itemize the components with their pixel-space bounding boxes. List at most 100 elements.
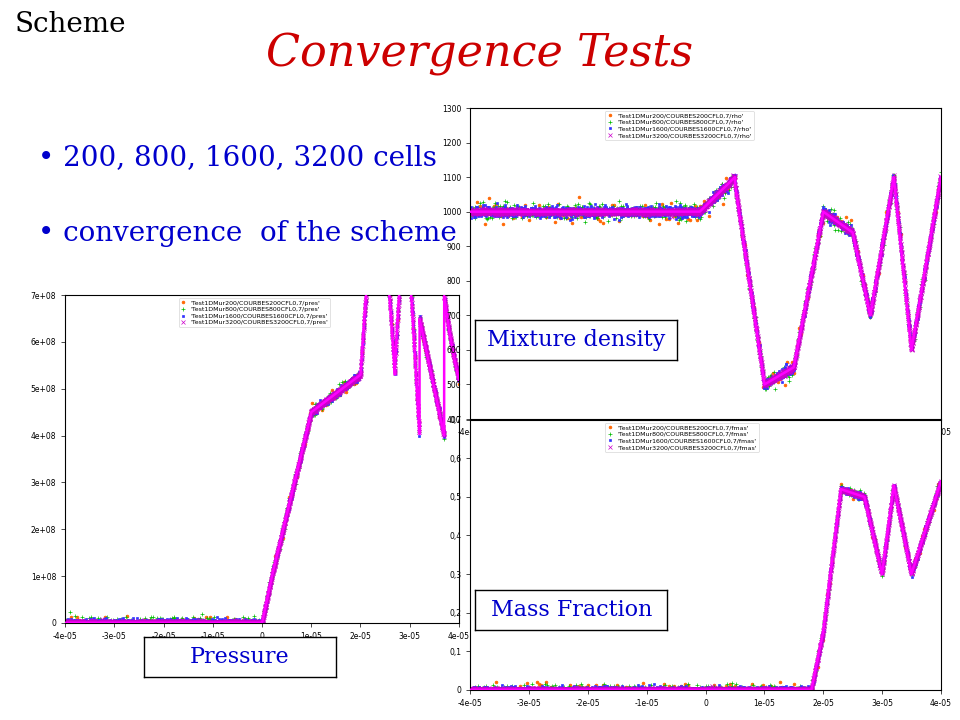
'Test1DMur200/COURBES200CFL0,7/pres' <box>374 207 386 216</box>
'Test1DMur3200/COURBES3200CFL0,7/rho' <box>863 304 875 312</box>
'Test1DMur200/COURBES200CFL0,7/fmas' <box>932 480 944 488</box>
'Test1DMur1600/COURBES1600CFL0,7/pres' <box>238 620 250 629</box>
'Test1DMur800/COURBES800CFL0,7/pres' <box>311 403 323 412</box>
'Test1DMur1600/COURBES1600CFL0,7/pres' <box>67 619 79 628</box>
'Test1DMur1600/COURBES1600CFL0,7/pres' <box>205 624 217 633</box>
'Test1DMur1600/COURBES1600CFL0,7/fmas' <box>741 690 753 699</box>
'Test1DMur3200/COURBES3200CFL0,7/fmas' <box>561 685 572 694</box>
'Test1DMur1600/COURBES1600CFL0,7/pres' <box>428 382 440 390</box>
Line: 'Test1DMur800/COURBES800CFL0,7/fmas': 'Test1DMur800/COURBES800CFL0,7/fmas' <box>468 478 943 699</box>
'Test1DMur3200/COURBES3200CFL0,7/pres' <box>373 206 385 215</box>
'Test1DMur200/COURBES200CFL0,7/pres' <box>437 423 448 431</box>
Text: Mass Fraction: Mass Fraction <box>491 599 652 621</box>
Line: 'Test1DMur1600/COURBES1600CFL0,7/pres': 'Test1DMur1600/COURBES1600CFL0,7/pres' <box>64 208 460 630</box>
'Test1DMur1600/COURBES1600CFL0,7/fmas' <box>678 685 689 694</box>
'Test1DMur200/COURBES200CFL0,7/rho' <box>484 194 495 202</box>
'Test1DMur800/COURBES800CFL0,7/rho' <box>870 280 881 289</box>
'Test1DMur3200/COURBES3200CFL0,7/pres' <box>345 378 356 387</box>
'Test1DMur3200/COURBES3200CFL0,7/fmas' <box>930 493 942 502</box>
'Test1DMur1600/COURBES1600CFL0,7/fmas' <box>905 564 917 573</box>
'Test1DMur800/COURBES800CFL0,7/pres' <box>453 374 465 382</box>
'Test1DMur3200/COURBES3200CFL0,7/rho' <box>888 171 900 180</box>
'Test1DMur1600/COURBES1600CFL0,7/rho' <box>789 353 801 361</box>
'Test1DMur200/COURBES200CFL0,7/fmas' <box>484 689 495 698</box>
'Test1DMur1600/COURBES1600CFL0,7/fmas' <box>706 685 717 694</box>
'Test1DMur200/COURBES200CFL0,7/rho' <box>552 200 564 209</box>
'Test1DMur200/COURBES200CFL0,7/rho' <box>760 384 772 392</box>
'Test1DMur3200/COURBES3200CFL0,7/fmas' <box>465 686 476 695</box>
'Test1DMur3200/COURBES3200CFL0,7/fmas' <box>935 477 947 485</box>
'Test1DMur800/COURBES800CFL0,7/pres' <box>90 628 102 636</box>
'Test1DMur800/COURBES800CFL0,7/rho' <box>750 312 761 321</box>
'Test1DMur800/COURBES800CFL0,7/pres' <box>289 478 300 487</box>
'Test1DMur200/COURBES200CFL0,7/fmas' <box>552 686 564 695</box>
'Test1DMur3200/COURBES3200CFL0,7/pres' <box>394 294 405 303</box>
'Test1DMur1600/COURBES1600CFL0,7/fmas' <box>473 683 485 691</box>
'Test1DMur3200/COURBES3200CFL0,7/pres' <box>453 376 465 384</box>
'Test1DMur800/COURBES800CFL0,7/pres' <box>372 203 384 212</box>
'Test1DMur3200/COURBES3200CFL0,7/fmas' <box>863 513 875 522</box>
'Test1DMur200/COURBES200CFL0,7/fmas' <box>465 691 476 700</box>
'Test1DMur800/COURBES800CFL0,7/fmas' <box>935 476 947 485</box>
'Test1DMur800/COURBES800CFL0,7/fmas' <box>493 686 505 695</box>
Line: 'Test1DMur3200/COURBES3200CFL0,7/fmas': 'Test1DMur3200/COURBES3200CFL0,7/fmas' <box>468 479 943 695</box>
Line: 'Test1DMur1600/COURBES1600CFL0,7/rho': 'Test1DMur1600/COURBES1600CFL0,7/rho' <box>469 174 942 390</box>
'Test1DMur3200/COURBES3200CFL0,7/pres' <box>449 356 461 365</box>
'Test1DMur3200/COURBES3200CFL0,7/pres' <box>310 404 322 413</box>
'Test1DMur3200/COURBES3200CFL0,7/pres' <box>256 621 268 630</box>
'Test1DMur800/COURBES800CFL0,7/pres' <box>60 618 71 626</box>
Text: Scheme: Scheme <box>14 11 126 37</box>
'Test1DMur3200/COURBES3200CFL0,7/fmas' <box>606 688 617 697</box>
Line: 'Test1DMur800/COURBES800CFL0,7/rho': 'Test1DMur800/COURBES800CFL0,7/rho' <box>468 170 943 391</box>
Line: 'Test1DMur3200/COURBES3200CFL0,7/pres': 'Test1DMur3200/COURBES3200CFL0,7/pres' <box>63 208 461 628</box>
Line: 'Test1DMur800/COURBES800CFL0,7/pres': 'Test1DMur800/COURBES800CFL0,7/pres' <box>63 205 461 634</box>
'Test1DMur1600/COURBES1600CFL0,7/fmas' <box>935 477 947 486</box>
'Test1DMur800/COURBES800CFL0,7/fmas' <box>465 685 476 694</box>
'Test1DMur1600/COURBES1600CFL0,7/pres' <box>371 205 382 214</box>
'Test1DMur200/COURBES200CFL0,7/pres' <box>132 626 144 634</box>
'Test1DMur3200/COURBES3200CFL0,7/rho' <box>835 220 847 229</box>
'Test1DMur200/COURBES200CFL0,7/rho' <box>465 206 476 215</box>
Legend: 'Test1DMur200/COURBES200CFL0,7/rho', 'Test1DMur800/COURBES800CFL0,7/rho', 'Test1: 'Test1DMur200/COURBES200CFL0,7/rho', 'Te… <box>605 111 754 140</box>
'Test1DMur800/COURBES800CFL0,7/pres' <box>399 242 411 251</box>
'Test1DMur200/COURBES200CFL0,7/rho' <box>916 282 927 291</box>
'Test1DMur800/COURBES800CFL0,7/rho' <box>935 168 947 176</box>
Line: 'Test1DMur200/COURBES200CFL0,7/pres': 'Test1DMur200/COURBES200CFL0,7/pres' <box>64 210 460 634</box>
Line: 'Test1DMur200/COURBES200CFL0,7/rho': 'Test1DMur200/COURBES200CFL0,7/rho' <box>469 175 942 390</box>
'Test1DMur1600/COURBES1600CFL0,7/rho' <box>465 210 476 218</box>
'Test1DMur1600/COURBES1600CFL0,7/pres' <box>130 622 141 631</box>
'Test1DMur1600/COURBES1600CFL0,7/fmas' <box>465 683 476 692</box>
'Test1DMur800/COURBES800CFL0,7/fmas' <box>751 685 762 693</box>
'Test1DMur800/COURBES800CFL0,7/pres' <box>299 436 310 445</box>
'Test1DMur800/COURBES800CFL0,7/rho' <box>465 212 476 220</box>
'Test1DMur1600/COURBES1600CFL0,7/rho' <box>935 173 947 181</box>
'Test1DMur3200/COURBES3200CFL0,7/pres' <box>60 620 71 629</box>
'Test1DMur200/COURBES200CFL0,7/fmas' <box>493 684 505 693</box>
'Test1DMur3200/COURBES3200CFL0,7/pres' <box>370 210 381 219</box>
Legend: 'Test1DMur200/COURBES200CFL0,7/pres', 'Test1DMur800/COURBES800CFL0,7/pres', 'Tes: 'Test1DMur200/COURBES200CFL0,7/pres', 'T… <box>179 298 330 328</box>
'Test1DMur3200/COURBES3200CFL0,7/rho' <box>763 377 775 386</box>
'Test1DMur1600/COURBES1600CFL0,7/rho' <box>549 207 561 216</box>
'Test1DMur200/COURBES200CFL0,7/rho' <box>935 179 947 187</box>
'Test1DMur200/COURBES200CFL0,7/pres' <box>453 379 465 388</box>
'Test1DMur1600/COURBES1600CFL0,7/pres' <box>261 598 273 606</box>
'Test1DMur3200/COURBES3200CFL0,7/fmas' <box>763 685 775 694</box>
'Test1DMur800/COURBES800CFL0,7/rho' <box>759 384 771 393</box>
'Test1DMur200/COURBES200CFL0,7/rho' <box>900 277 911 286</box>
'Test1DMur200/COURBES200CFL0,7/pres' <box>164 616 176 625</box>
'Test1DMur200/COURBES200CFL0,7/fmas' <box>914 549 925 557</box>
'Test1DMur800/COURBES800CFL0,7/rho' <box>765 371 777 379</box>
'Test1DMur3200/COURBES3200CFL0,7/rho' <box>465 207 476 216</box>
'Test1DMur800/COURBES800CFL0,7/pres' <box>84 617 95 626</box>
'Test1DMur3200/COURBES3200CFL0,7/pres' <box>140 618 152 627</box>
'Test1DMur1600/COURBES1600CFL0,7/rho' <box>758 384 770 392</box>
'Test1DMur800/COURBES800CFL0,7/rho' <box>493 211 505 220</box>
'Test1DMur1600/COURBES1600CFL0,7/rho' <box>706 199 717 208</box>
Text: Pressure: Pressure <box>190 646 290 668</box>
'Test1DMur200/COURBES200CFL0,7/pres' <box>423 361 435 369</box>
'Test1DMur800/COURBES800CFL0,7/fmas' <box>738 685 750 694</box>
'Test1DMur800/COURBES800CFL0,7/rho' <box>822 210 833 218</box>
'Test1DMur800/COURBES800CFL0,7/fmas' <box>822 593 833 601</box>
'Test1DMur800/COURBES800CFL0,7/fmas' <box>870 541 881 550</box>
'Test1DMur200/COURBES200CFL0,7/fmas' <box>566 695 578 703</box>
